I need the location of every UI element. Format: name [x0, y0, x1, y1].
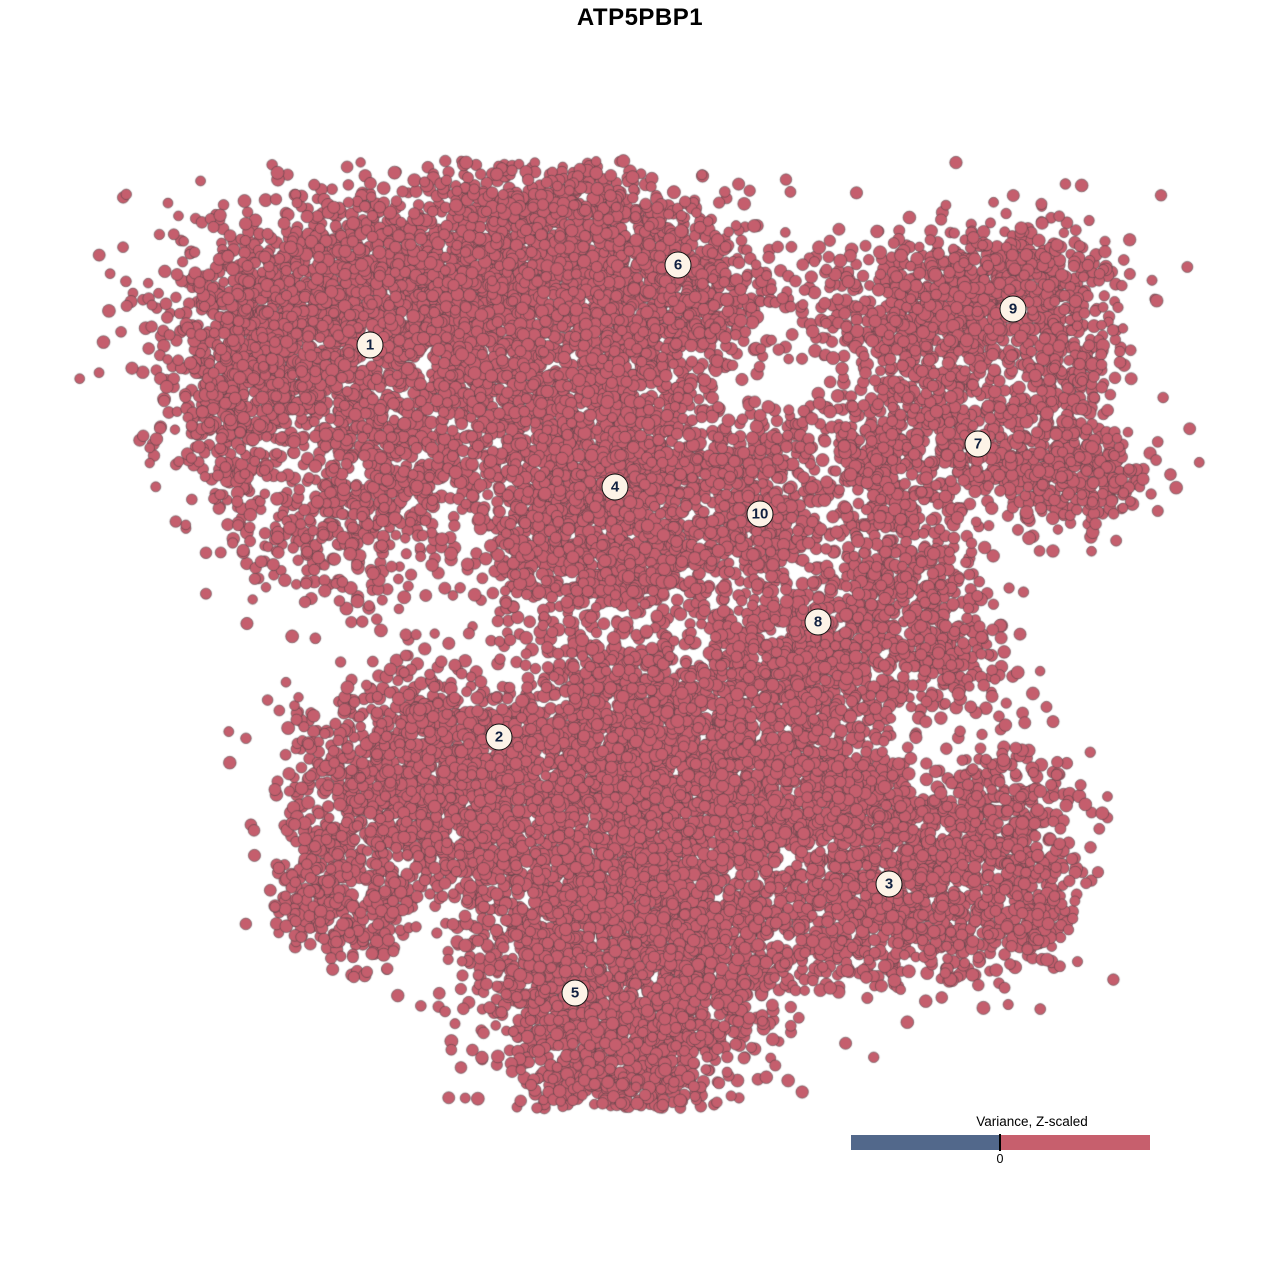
cluster-label-7: 7: [964, 430, 992, 458]
cluster-label-10: 10: [746, 500, 774, 528]
legend-title: Variance, Z-scaled: [976, 1114, 1088, 1129]
cluster-label-2: 2: [485, 723, 513, 751]
cluster-label-1: 1: [356, 331, 384, 359]
cluster-label-6: 6: [664, 251, 692, 279]
cluster-label-8: 8: [804, 608, 832, 636]
legend-zero-label: 0: [996, 1152, 1004, 1166]
cluster-label-4: 4: [601, 473, 629, 501]
legend-zero-tick: [999, 1134, 1001, 1151]
cluster-label-3: 3: [875, 870, 903, 898]
cluster-label-9: 9: [999, 295, 1027, 323]
legend-negative-segment: [851, 1135, 1000, 1150]
legend-gradient-bar: [851, 1135, 1150, 1150]
cluster-label-5: 5: [561, 979, 589, 1007]
legend-positive-segment: [1000, 1135, 1150, 1150]
